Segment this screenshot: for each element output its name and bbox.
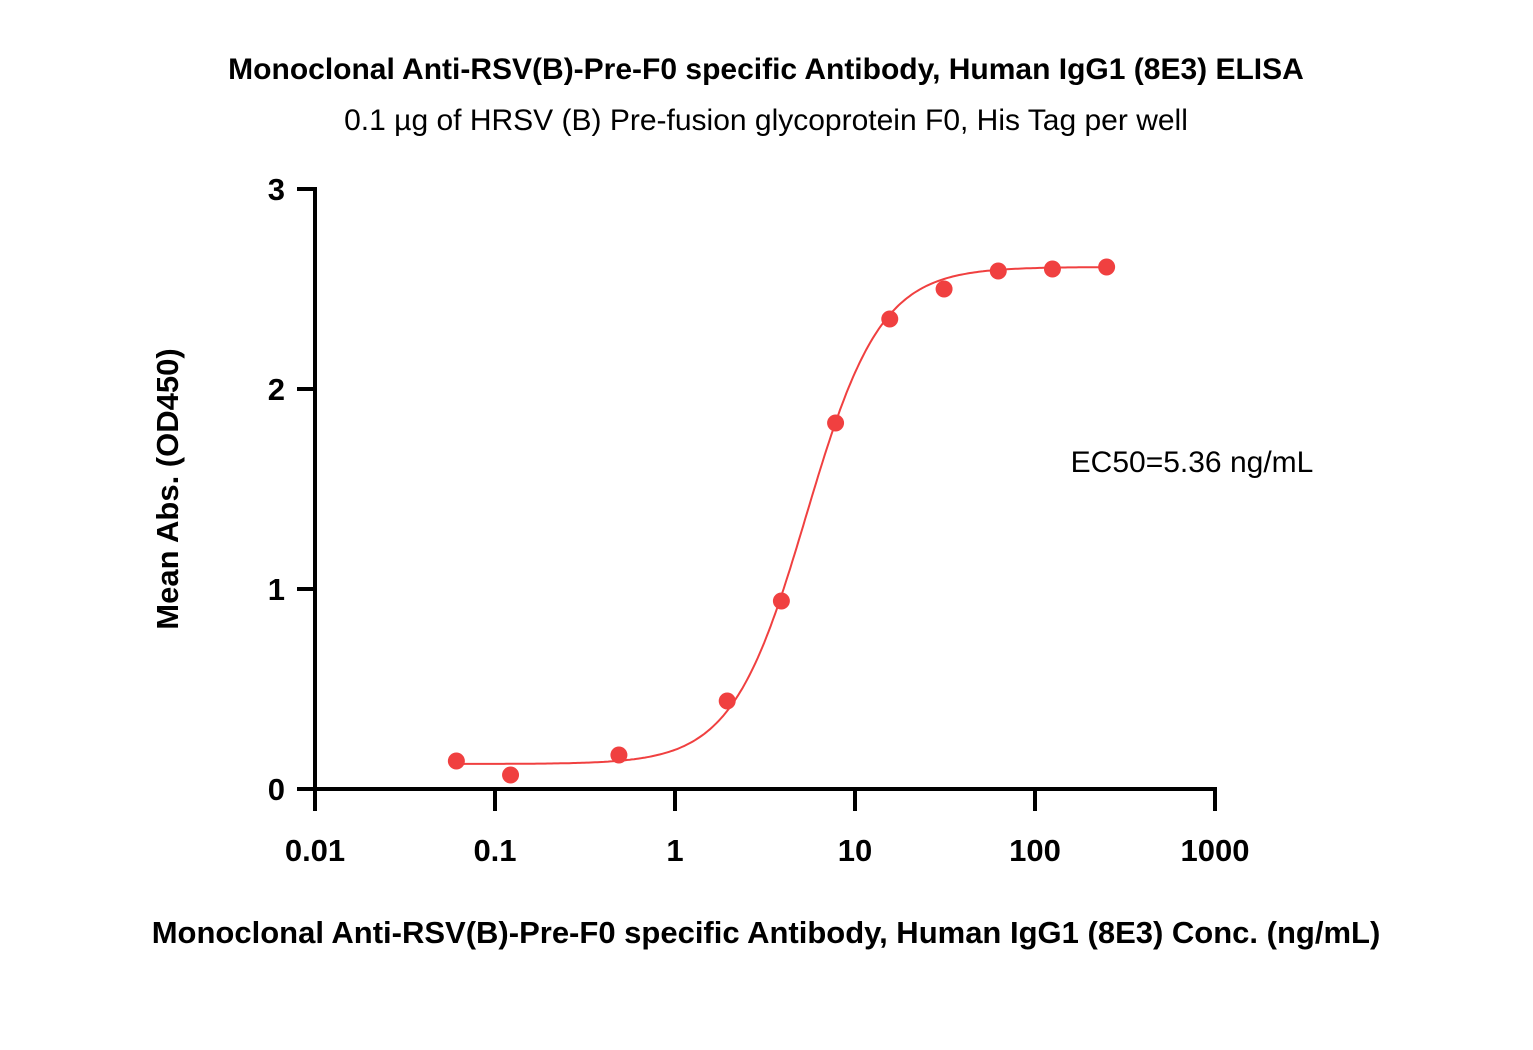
ec50-annotation: EC50=5.36 ng/mL bbox=[1071, 446, 1314, 479]
data-point bbox=[881, 310, 899, 328]
y-axis-label: Mean Abs. (OD450) bbox=[150, 348, 185, 629]
chart-subtitle: 0.1 µg of HRSV (B) Pre-fusion glycoprote… bbox=[344, 104, 1188, 137]
x-tick-label: 1 bbox=[666, 833, 683, 868]
data-point bbox=[772, 592, 790, 610]
data-point bbox=[502, 766, 520, 784]
data-point bbox=[1043, 260, 1061, 278]
data-point bbox=[935, 280, 953, 298]
data-point bbox=[718, 692, 736, 710]
data-point bbox=[447, 752, 465, 770]
data-point bbox=[1098, 258, 1116, 276]
x-tick-label: 0.01 bbox=[285, 833, 345, 868]
x-axis-label: Monoclonal Anti-RSV(B)-Pre-F0 specific A… bbox=[152, 915, 1381, 950]
chart-title: Monoclonal Anti-RSV(B)-Pre-F0 specific A… bbox=[228, 53, 1304, 86]
data-point bbox=[610, 746, 628, 764]
data-point bbox=[989, 262, 1007, 280]
x-tick-label: 100 bbox=[1009, 833, 1061, 868]
fit-curve bbox=[456, 266, 1107, 765]
x-tick-label: 0.1 bbox=[473, 833, 516, 868]
x-tick-label: 10 bbox=[838, 833, 872, 868]
y-tick-label: 3 bbox=[268, 172, 285, 207]
y-tick-label: 1 bbox=[268, 572, 285, 607]
y-tick-label: 2 bbox=[268, 372, 285, 407]
data-point bbox=[827, 414, 845, 432]
y-tick-label: 0 bbox=[268, 772, 285, 807]
x-tick-label: 1000 bbox=[1181, 833, 1250, 868]
